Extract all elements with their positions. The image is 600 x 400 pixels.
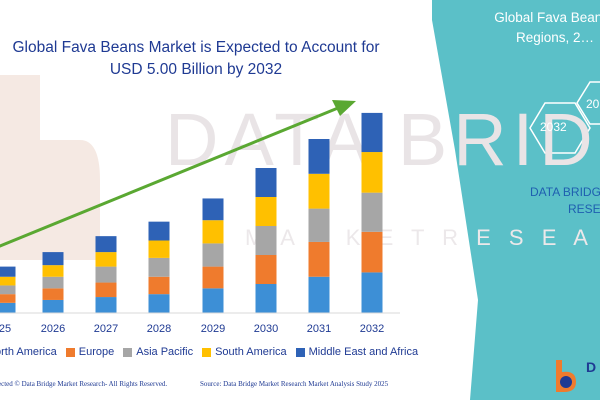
legend-swatch bbox=[202, 347, 212, 357]
legend-label: Middle East and Africa bbox=[308, 346, 419, 358]
bar-segment-2031-middle-east-and-africa bbox=[308, 139, 330, 174]
legend-item: South America bbox=[202, 346, 287, 358]
legend-label: Asia Pacific bbox=[136, 346, 194, 358]
bar-segment-2030-asia-pacific bbox=[255, 226, 277, 255]
bar-segment-2028-middle-east-and-africa bbox=[148, 221, 170, 241]
bar-segment-2026-south-america bbox=[42, 265, 64, 277]
legend-swatch bbox=[65, 347, 75, 357]
bar-segment-2027-asia-pacific bbox=[95, 266, 117, 283]
logo-icon bbox=[556, 360, 576, 392]
legend-item: Middle East and Africa bbox=[295, 346, 419, 358]
side-brand-line1: DATA BRIDG… bbox=[530, 185, 600, 199]
hexagon-second bbox=[576, 81, 600, 125]
bar-segment-2027-middle-east-and-africa bbox=[95, 236, 117, 253]
bar-segment-2026-north-america bbox=[42, 299, 64, 313]
bar-segment-2026-asia-pacific bbox=[42, 276, 64, 289]
bar-segment-2028-north-america bbox=[148, 294, 170, 313]
hex-label-second: 20 bbox=[586, 97, 600, 111]
x-tick-label: 2030 bbox=[254, 323, 278, 335]
bar-segment-2028-asia-pacific bbox=[148, 257, 170, 277]
x-tick-label: 2032 bbox=[360, 323, 384, 335]
side-panel-title: Global Fava Bean… Regions, 2… bbox=[494, 10, 600, 45]
bar-segment-2031-asia-pacific bbox=[308, 208, 330, 242]
hexagon-2032 bbox=[529, 102, 591, 154]
bar-segment-2025-north-america bbox=[0, 302, 16, 313]
legend-swatch bbox=[123, 347, 133, 357]
chart-legend: orth America Europe Asia Pacific South Amer… bbox=[0, 344, 427, 360]
bar-segment-2027-north-america bbox=[95, 297, 117, 313]
copyright-footer: ected © Data Bridge Market Research- All… bbox=[0, 380, 168, 388]
bar-segment-2030-europe bbox=[255, 255, 277, 284]
legend-item: orth America bbox=[0, 346, 57, 358]
bar-segment-2032-south-america bbox=[361, 152, 383, 193]
bar-segment-2027-south-america bbox=[95, 252, 117, 267]
bar-segment-2030-middle-east-and-africa bbox=[255, 168, 277, 197]
legend-item: Europe bbox=[65, 346, 115, 358]
x-tick-label: 2028 bbox=[147, 323, 171, 335]
bar-segment-2026-middle-east-and-africa bbox=[42, 252, 64, 266]
bar-segment-2029-middle-east-and-africa bbox=[202, 198, 224, 221]
bar-segment-2026-europe bbox=[42, 288, 64, 300]
bar-segment-2031-south-america bbox=[308, 173, 330, 209]
bar-segment-2029-north-america bbox=[202, 288, 224, 313]
bar-segment-2025-middle-east-and-africa bbox=[0, 266, 16, 277]
bar-segment-2029-europe bbox=[202, 266, 224, 289]
x-tick-label: 2029 bbox=[201, 323, 225, 335]
bar-segment-2032-europe bbox=[361, 231, 383, 273]
legend-swatch bbox=[295, 347, 305, 357]
bar-segment-2030-north-america bbox=[255, 284, 277, 313]
bar-segment-2029-south-america bbox=[202, 220, 224, 244]
hex-label-2032: 2032 bbox=[540, 120, 567, 134]
bar-segment-2025-asia-pacific bbox=[0, 285, 16, 295]
teal-side-panel bbox=[432, 0, 600, 400]
bar-segment-2028-south-america bbox=[148, 240, 170, 258]
x-tick-label: 2027 bbox=[94, 323, 118, 335]
bar-segment-2027-europe bbox=[95, 282, 117, 298]
chart-title: Global Fava Beans Market is Expected to … bbox=[12, 39, 380, 78]
bar-segment-2032-north-america bbox=[361, 272, 383, 313]
side-brand-line2: RESEA… bbox=[568, 202, 600, 216]
bar-segment-2028-europe bbox=[148, 276, 170, 295]
x-tick-label: 2031 bbox=[307, 323, 331, 335]
watermark-subtext: M A R K E T R E S E A R C H bbox=[245, 225, 600, 250]
trend-arrow-head bbox=[332, 100, 356, 116]
legend-label: orth America bbox=[0, 346, 57, 358]
bar-segment-2025-europe bbox=[0, 294, 16, 303]
bar-segment-2025-south-america bbox=[0, 276, 16, 286]
legend-label: South America bbox=[215, 346, 287, 358]
trend-arrow-line bbox=[0, 106, 339, 248]
bar-segment-2030-south-america bbox=[255, 197, 277, 226]
bar-segment-2031-north-america bbox=[308, 276, 330, 313]
bar-segment-2032-asia-pacific bbox=[361, 192, 383, 232]
logo-text: D bbox=[586, 359, 597, 375]
legend-label: Europe bbox=[78, 346, 115, 358]
x-tick-label: 2026 bbox=[41, 323, 65, 335]
legend-item: Asia Pacific bbox=[123, 346, 193, 358]
bar-segment-2031-europe bbox=[308, 241, 330, 277]
bar-segment-2029-asia-pacific bbox=[202, 243, 224, 267]
source-footer: Source: Data Bridge Market Research Mark… bbox=[200, 380, 389, 388]
bar-segment-2032-middle-east-and-africa bbox=[361, 112, 383, 153]
x-tick-label: 25 bbox=[0, 323, 11, 335]
